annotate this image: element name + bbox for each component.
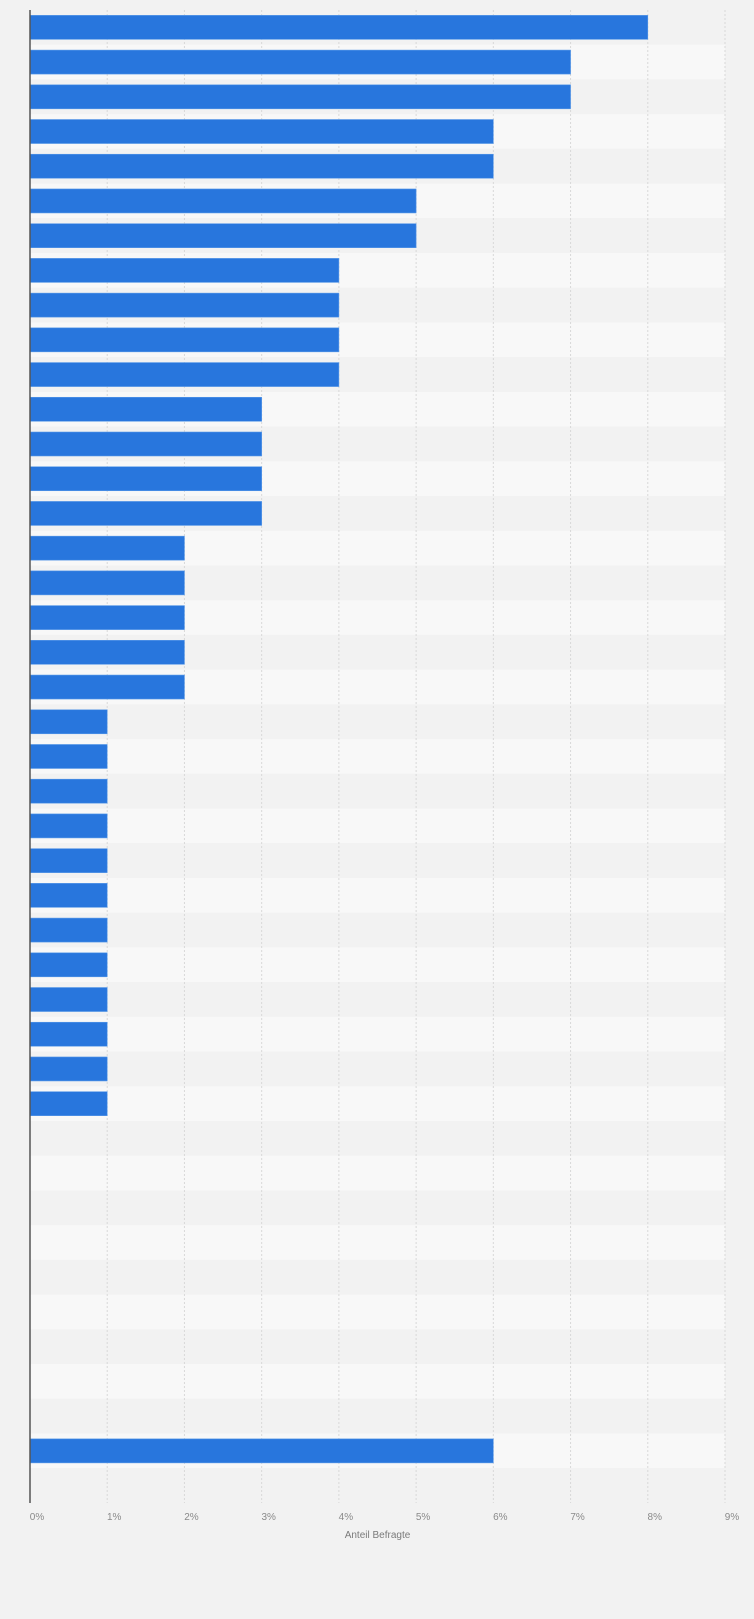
x-tick-label: 3% xyxy=(261,1512,276,1523)
bar[interactable] xyxy=(29,362,340,387)
bar[interactable] xyxy=(29,848,108,873)
row-band xyxy=(30,1294,725,1330)
row-band xyxy=(30,739,725,774)
bar[interactable] xyxy=(29,1438,494,1464)
bar[interactable] xyxy=(29,744,108,769)
bar[interactable] xyxy=(29,709,108,735)
row-band xyxy=(30,773,725,809)
row-band xyxy=(30,1259,725,1295)
bar[interactable] xyxy=(29,605,185,630)
x-tick-labels: 0% 1% 2% 3% 4% 5% 6% 7% 8% 9% xyxy=(30,1512,740,1523)
bar[interactable] xyxy=(29,1091,108,1116)
row-band xyxy=(30,1329,725,1365)
row-band xyxy=(30,1468,725,1503)
row-band xyxy=(30,843,725,878)
row-band xyxy=(30,1086,725,1122)
x-tick-label: 6% xyxy=(493,1512,508,1523)
bar[interactable] xyxy=(29,813,108,839)
bar[interactable] xyxy=(29,570,185,596)
bar[interactable] xyxy=(29,119,494,144)
bar[interactable] xyxy=(29,1056,108,1082)
bar[interactable] xyxy=(29,431,262,457)
row-band xyxy=(30,1051,725,1087)
bar[interactable] xyxy=(29,49,571,75)
row-band xyxy=(30,878,725,913)
bar[interactable] xyxy=(29,535,185,561)
row-band xyxy=(30,704,725,740)
bar[interactable] xyxy=(29,258,340,283)
x-axis-title: Anteil Befragte xyxy=(345,1530,411,1541)
bars xyxy=(29,15,649,1464)
bar[interactable] xyxy=(29,883,108,908)
row-band xyxy=(30,1016,725,1052)
row-band xyxy=(30,1225,725,1260)
x-tick-label: 7% xyxy=(570,1512,585,1523)
bar[interactable] xyxy=(29,84,571,110)
row-band xyxy=(30,1398,725,1434)
bar[interactable] xyxy=(29,674,185,700)
bar[interactable] xyxy=(29,327,340,353)
row-band xyxy=(30,912,725,948)
x-tick-label: 9% xyxy=(725,1512,740,1523)
bar[interactable] xyxy=(29,1021,108,1047)
x-tick-label: 0% xyxy=(30,1512,45,1523)
bar[interactable] xyxy=(29,292,340,318)
x-tick-label: 2% xyxy=(184,1512,199,1523)
row-band xyxy=(30,1155,725,1191)
bar[interactable] xyxy=(29,501,262,526)
bar[interactable] xyxy=(29,15,649,40)
bar[interactable] xyxy=(29,466,262,492)
x-tick-label: 8% xyxy=(648,1512,663,1523)
x-tick-label: 1% xyxy=(107,1512,122,1523)
row-band xyxy=(30,947,725,983)
bar[interactable] xyxy=(29,153,494,179)
bar[interactable] xyxy=(29,917,108,943)
bar[interactable] xyxy=(29,223,417,248)
row-band xyxy=(30,808,725,844)
row-band xyxy=(30,982,725,1017)
bar[interactable] xyxy=(29,640,185,665)
bar[interactable] xyxy=(29,987,108,1012)
row-band xyxy=(30,1190,725,1226)
bar[interactable] xyxy=(29,778,108,804)
bar[interactable] xyxy=(29,952,108,978)
x-tick-label: 5% xyxy=(416,1512,431,1523)
bar[interactable] xyxy=(29,396,262,422)
row-band xyxy=(30,1364,725,1399)
x-tick-label: 4% xyxy=(339,1512,354,1523)
bar[interactable] xyxy=(29,188,417,214)
row-band xyxy=(30,1121,725,1156)
